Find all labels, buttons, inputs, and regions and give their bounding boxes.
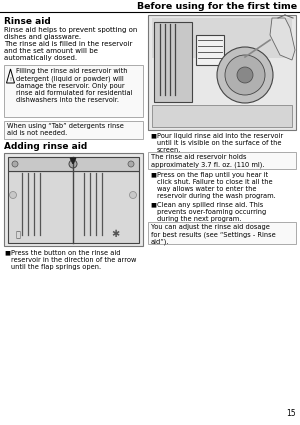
Bar [148,15,296,130]
Circle shape [130,192,136,198]
Text: You can adjust the rinse aid dosage
for best results (see “Settings - Rinse
aid”: You can adjust the rinse aid dosage for … [151,224,276,245]
Bar [196,35,224,65]
Circle shape [10,192,16,198]
Bar [4,153,143,246]
Bar [8,171,139,243]
Circle shape [237,67,253,83]
Text: Before using for the first time: Before using for the first time [137,2,297,11]
Polygon shape [270,18,295,60]
Text: Pour liquid rinse aid into the reservoir
until it is visible on the surface of t: Pour liquid rinse aid into the reservoir… [157,133,283,153]
Text: ✱: ✱ [111,229,119,239]
Text: Press on the flap until you hear it
click shut. Failure to close it all the
way : Press on the flap until you hear it clic… [157,172,276,199]
Text: ■: ■ [4,250,10,255]
Text: ■: ■ [150,202,156,207]
Bar [4,121,143,139]
Text: The rinse aid reservoir holds
approximately 3.7 fl. oz. (110 ml).: The rinse aid reservoir holds approximat… [151,154,265,167]
Circle shape [217,47,273,103]
Bar [148,152,296,169]
Text: ■: ■ [150,133,156,138]
Text: Adding rinse aid: Adding rinse aid [4,142,87,151]
Bar [152,18,292,58]
Text: ■: ■ [150,172,156,177]
Text: ⛆: ⛆ [16,230,20,239]
Text: When using “Tab” detergents rinse
aid is not needed.: When using “Tab” detergents rinse aid is… [7,123,124,136]
Bar [8,157,139,171]
Bar [4,65,143,117]
Bar [154,22,192,102]
Bar [152,105,292,127]
Text: Clean any spilled rinse aid. This
prevents over-foaming occurring
during the nex: Clean any spilled rinse aid. This preven… [157,202,266,222]
Text: Filling the rinse aid reservoir with
detergent (liquid or powder) will
damage th: Filling the rinse aid reservoir with det… [16,68,133,102]
Bar [148,222,296,244]
Circle shape [12,161,18,167]
Text: 15: 15 [286,409,296,418]
Circle shape [128,161,134,167]
Text: !: ! [10,76,11,82]
Text: Rinse aid: Rinse aid [4,17,51,26]
Circle shape [225,55,265,95]
Text: Rinse aid helps to prevent spotting on
dishes and glassware.
The rinse aid is fi: Rinse aid helps to prevent spotting on d… [4,27,137,61]
Text: Press the button on the rinse aid
reservoir in the direction of the arrow
until : Press the button on the rinse aid reserv… [11,250,136,270]
Circle shape [69,160,77,168]
